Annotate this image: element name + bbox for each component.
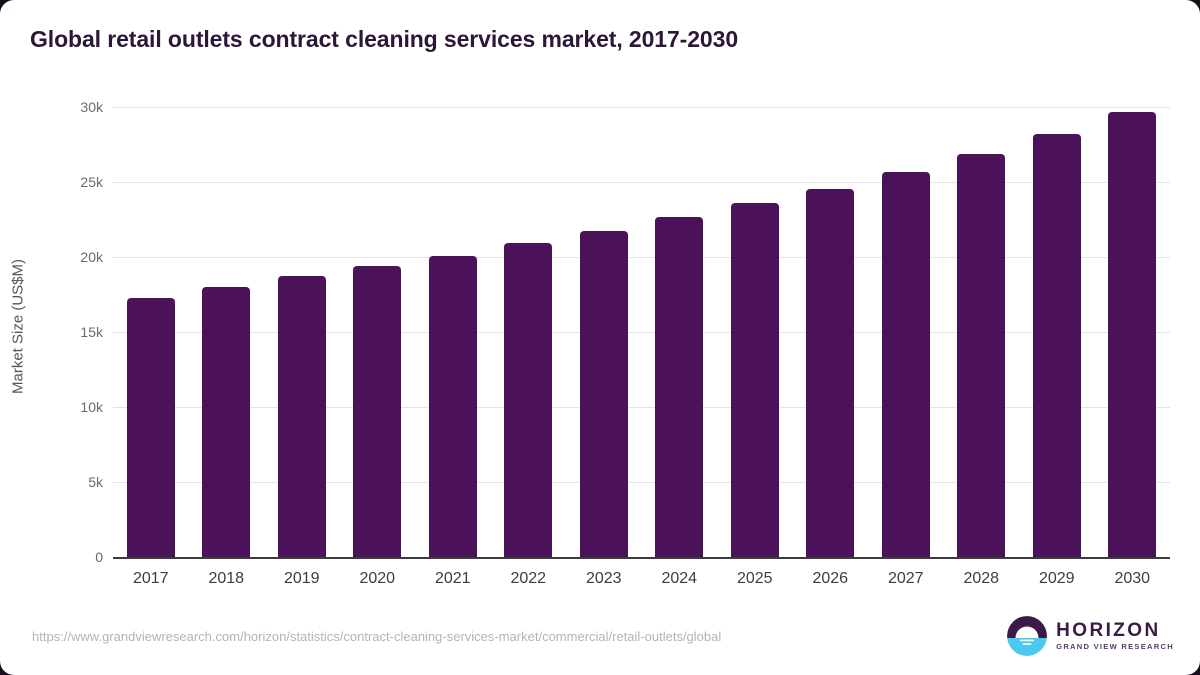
bar[interactable] bbox=[202, 287, 251, 557]
gridline bbox=[113, 107, 1170, 108]
bar[interactable] bbox=[126, 297, 175, 557]
y-axis-tick-label: 5k bbox=[88, 474, 103, 490]
x-axis-tick-label: 2028 bbox=[963, 570, 1000, 587]
bar[interactable] bbox=[957, 154, 1006, 557]
bar[interactable] bbox=[655, 216, 704, 557]
bar[interactable] bbox=[579, 230, 628, 557]
x-axis-tick-label: 2022 bbox=[510, 570, 547, 587]
x-axis-tick-label: 2030 bbox=[1114, 570, 1151, 587]
y-axis-tick-label: 30k bbox=[80, 99, 103, 115]
horizon-logo-text: HORIZON GRAND VIEW RESEARCH bbox=[1056, 621, 1174, 651]
gridline bbox=[113, 332, 1170, 333]
bar-series bbox=[113, 107, 1170, 557]
bar[interactable] bbox=[504, 242, 553, 557]
x-axis-tick-label: 2027 bbox=[887, 570, 924, 587]
x-axis-tick-label: 2023 bbox=[585, 570, 622, 587]
x-axis-tick-label: 2025 bbox=[736, 570, 773, 587]
bar[interactable] bbox=[881, 172, 930, 557]
bar[interactable] bbox=[353, 266, 402, 557]
y-axis-tick-label: 20k bbox=[80, 249, 103, 265]
gridline bbox=[113, 482, 1170, 483]
horizon-logo-icon bbox=[1007, 616, 1048, 656]
bar[interactable] bbox=[806, 188, 855, 557]
y-axis-tick-label: 0 bbox=[95, 549, 103, 565]
gridline bbox=[113, 407, 1170, 408]
x-axis-tick-label: 2029 bbox=[1038, 570, 1075, 587]
bar[interactable] bbox=[1032, 134, 1081, 557]
logo-subtitle: GRAND VIEW RESEARCH bbox=[1056, 642, 1174, 652]
x-axis-tick-label: 2017 bbox=[132, 570, 169, 587]
source-url[interactable]: https://www.grandviewresearch.com/horizo… bbox=[32, 629, 722, 644]
plot-area bbox=[113, 107, 1170, 557]
x-axis-tick-label: 2019 bbox=[283, 570, 320, 587]
horizon-logo[interactable]: HORIZON GRAND VIEW RESEARCH bbox=[1007, 616, 1174, 656]
chart-title: Global retail outlets contract cleaning … bbox=[30, 26, 739, 52]
x-axis-line bbox=[113, 557, 1170, 559]
y-axis-ticks: 0 5k 10k 15k 20k 25k 30k bbox=[43, 99, 103, 565]
bar[interactable] bbox=[730, 203, 779, 557]
x-axis-tick-label: 2018 bbox=[208, 570, 245, 587]
y-axis-title: Market Size (US$M) bbox=[9, 258, 27, 395]
x-axis-tick-label: 2026 bbox=[812, 570, 849, 587]
y-axis-tick-label: 25k bbox=[80, 174, 103, 190]
y-axis-tick-label: 10k bbox=[80, 399, 103, 415]
bar[interactable] bbox=[277, 275, 326, 557]
logo-name: HORIZON bbox=[1056, 620, 1161, 642]
x-axis-tick-label: 2024 bbox=[661, 570, 698, 587]
gridline bbox=[113, 257, 1170, 258]
x-axis-tick-label: 2020 bbox=[359, 570, 396, 587]
y-axis-tick-label: 15k bbox=[80, 324, 103, 340]
bar[interactable] bbox=[1108, 112, 1157, 557]
bar[interactable] bbox=[428, 255, 477, 557]
gridline bbox=[113, 182, 1170, 183]
x-axis-tick-label: 2021 bbox=[434, 570, 471, 587]
